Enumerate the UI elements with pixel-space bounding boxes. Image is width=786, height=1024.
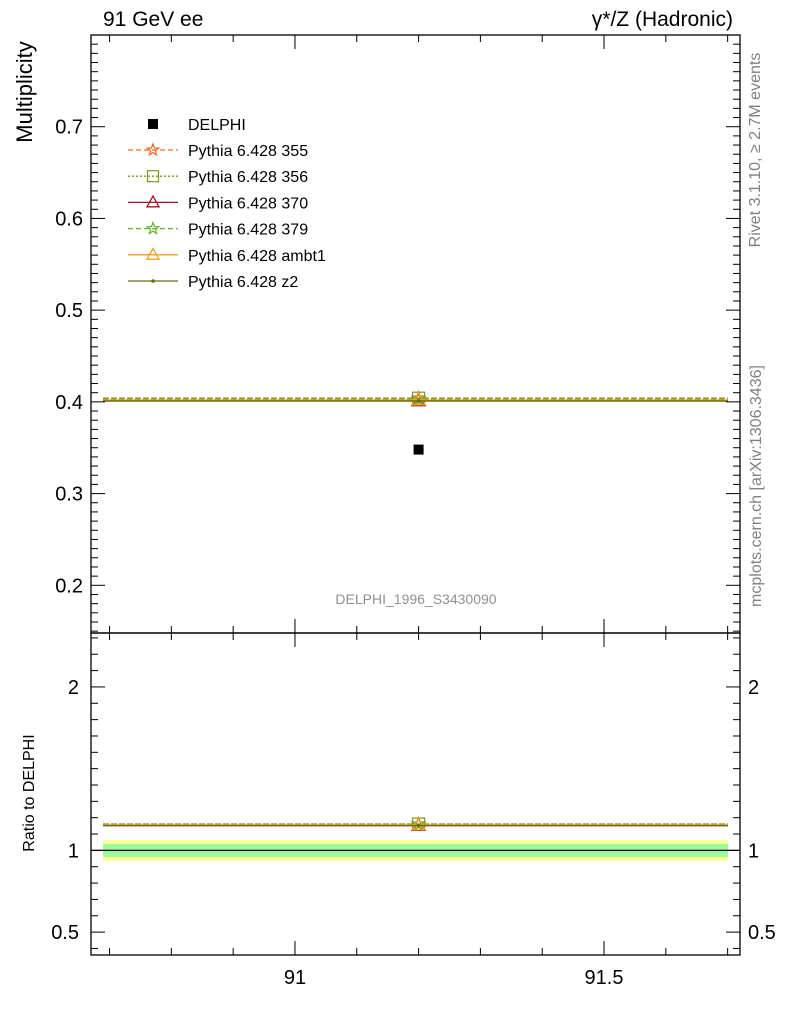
ratio-y-tick-label-right: 1 [748, 840, 759, 862]
ratio-y-axis-label: Ratio to DELPHI [21, 734, 38, 852]
series-marker-5 [410, 391, 427, 406]
legend-label-3: Pythia 6.428 370 [188, 195, 308, 212]
legend-marker-delphi [148, 119, 158, 129]
header-left-label: 91 GeV ee [103, 8, 204, 31]
legend-label-delphi: DELPHI [188, 117, 246, 134]
mcplots-label: mcplots.cern.ch [arXiv:1306.3436] [748, 365, 765, 607]
main-y-axis-label: Multiplicity [12, 41, 37, 143]
legend-marker-4 [145, 220, 161, 235]
legend-label-2: Pythia 6.428 356 [188, 169, 308, 186]
ratio-panel-frame [90, 632, 741, 956]
legend-marker-6 [151, 279, 155, 283]
x-tick-label: 91 [284, 967, 306, 989]
legend-marker-3 [145, 194, 161, 208]
header-right-label: γ*/Z (Hadronic) [591, 8, 733, 31]
x-tick-label: 91.5 [585, 967, 624, 989]
ratio-marker-5 [410, 816, 427, 831]
legend-label-1: Pythia 6.428 355 [188, 143, 308, 160]
legend-marker-5 [145, 247, 161, 260]
y-tick-label: 0.7 [55, 117, 83, 139]
legend-marker-1 [145, 142, 161, 157]
legend-label-5: Pythia 6.428 ambt1 [188, 248, 326, 265]
data-point-delphi [413, 444, 424, 455]
legend-label-4: Pythia 6.428 379 [188, 222, 308, 239]
ratio-y-tick-label-left: 2 [68, 677, 79, 699]
rivet-version-label: Rivet 3.1.10, ≥ 2.7M events [747, 52, 764, 248]
ratio-y-tick-label-left: 0.5 [51, 922, 79, 944]
y-tick-label: 0.3 [55, 484, 83, 506]
y-tick-label: 0.5 [55, 300, 83, 322]
ratio-y-tick-label-right: 0.5 [748, 922, 776, 944]
ratio-y-tick-label-right: 2 [748, 677, 759, 699]
series-marker-6 [416, 399, 421, 403]
ratio-y-tick-label-left: 1 [68, 840, 79, 862]
analysis-id-label: DELPHI_1996_S3430090 [335, 591, 497, 607]
legend-label-6: Pythia 6.428 z2 [188, 274, 298, 291]
ratio-marker-6 [416, 823, 421, 828]
y-tick-label: 0.4 [55, 392, 83, 414]
y-tick-label: 0.6 [55, 208, 83, 230]
legend-marker-2 [146, 170, 160, 183]
y-tick-label: 0.2 [55, 575, 83, 597]
